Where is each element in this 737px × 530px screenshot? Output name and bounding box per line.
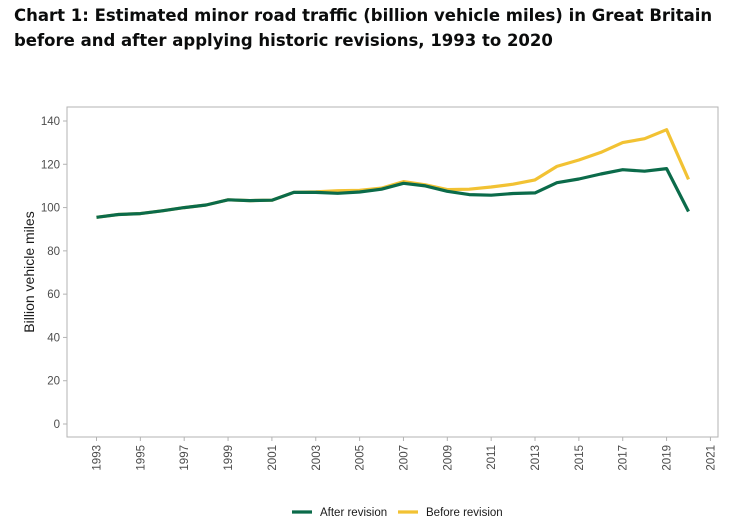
y-tick-label: 80: [47, 246, 60, 258]
x-tick-label: 1999: [223, 445, 235, 471]
y-tick-label: 60: [47, 289, 60, 301]
y-tick-label: 0: [54, 419, 60, 431]
legend-label-before-revision: Before revision: [426, 507, 503, 519]
x-tick-label: 2003: [311, 445, 323, 471]
x-tick-label: 2001: [267, 445, 279, 471]
x-tick-label: 1997: [179, 445, 191, 471]
series-line-after-revision: [96, 167, 690, 219]
y-axis: 0 20 40 60 80 100 120 140: [41, 116, 67, 431]
y-axis-title: Billion vehicle miles: [21, 211, 37, 332]
series-lines: [96, 128, 690, 219]
y-tick-label: 100: [41, 203, 60, 215]
x-tick-label: 2011: [486, 445, 498, 470]
x-tick-label: 2015: [574, 445, 586, 471]
y-tick-label: 20: [47, 376, 60, 388]
x-tick-label: 2009: [442, 445, 454, 471]
y-tick-label: 120: [41, 159, 60, 171]
x-tick-label: 2019: [662, 445, 674, 471]
x-axis: 1993 1995 1997 1999 2001 2003 2005 2007 2009 2011…: [92, 437, 717, 471]
plot-frame: [66, 106, 719, 438]
y-tick-label: 140: [41, 116, 60, 128]
x-tick-label: 1993: [92, 445, 104, 471]
x-tick-label: 2013: [530, 445, 542, 471]
x-tick-label: 2007: [398, 445, 410, 471]
chart-title: Chart 1: Estimated minor road traffic (b…: [14, 6, 713, 50]
y-tick-label: 40: [47, 332, 60, 344]
legend-label-after-revision: After revision: [320, 507, 387, 519]
legend: After revision Before revision: [292, 507, 503, 519]
x-tick-label: 1995: [135, 445, 147, 471]
x-tick-label: 2021: [705, 445, 717, 471]
x-tick-label: 2005: [355, 445, 367, 471]
x-tick-label: 2017: [618, 445, 630, 471]
